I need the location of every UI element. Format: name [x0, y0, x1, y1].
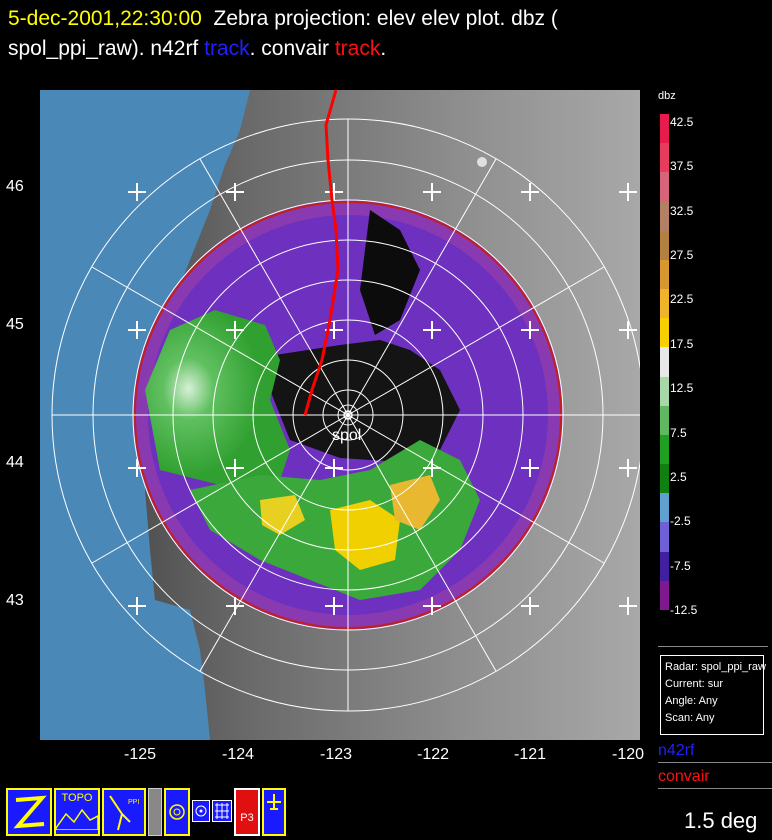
- lon-label-122: -122: [416, 746, 450, 763]
- colorbar-segment: [660, 347, 669, 378]
- title-line-1: 5-dec-2001,22:30:00 Zebra projection: el…: [8, 4, 768, 34]
- colorbar-segment: [660, 551, 669, 582]
- colorbar-segment: [660, 434, 669, 465]
- info-current: Current: sur: [665, 678, 724, 690]
- title-source-text: spol_ppi_raw). n42rf: [8, 37, 205, 60]
- p3-label: P3: [240, 812, 254, 824]
- terrain-peak: [477, 157, 487, 167]
- colorbar-tick-label: -7.5: [670, 558, 691, 573]
- info-angle: Angle: Any: [665, 695, 718, 707]
- colorbar-tick-label: 22.5: [670, 292, 694, 307]
- info-radar: Radar: spol_ppi_raw: [665, 661, 766, 673]
- colorbar-segment: [660, 289, 669, 319]
- colorbar-segment: [660, 259, 669, 290]
- title-timestamp: 5-dec-2001,22:30:00: [8, 7, 202, 30]
- colorbar-segment: [660, 376, 669, 407]
- radar-map-plot[interactable]: spol: [40, 90, 640, 740]
- radar-info-box: Radar: spol_ppi_raw Current: sur Angle: …: [660, 655, 766, 735]
- colorbar-tick-label: -12.5: [670, 603, 698, 617]
- colorbar-tick-label: 27.5: [670, 248, 694, 263]
- lat-label-46: 46: [6, 178, 24, 195]
- colorbar-segment: [660, 172, 669, 203]
- elevation-angle: 1.5 deg: [684, 808, 758, 833]
- p3-aircraft-icon[interactable]: P3: [234, 788, 260, 836]
- colorbar-segment: [660, 143, 669, 173]
- colorbar-tick-label: 42.5: [670, 115, 694, 129]
- soundings-icon[interactable]: [148, 788, 162, 836]
- lon-label-120: -120: [611, 746, 645, 763]
- colorbar-tick-label: 12.5: [670, 381, 694, 396]
- svg-text:PPI: PPI: [128, 799, 139, 806]
- spol-ppi-icon[interactable]: PPI: [102, 788, 146, 836]
- title-projection-text: Zebra projection: elev elev plot. dbz (: [213, 7, 558, 30]
- topo-label: TOPO: [61, 792, 93, 804]
- colorbar-tick-label: 37.5: [670, 159, 694, 174]
- radar-site-label: spol: [332, 427, 361, 444]
- title-end: .: [380, 37, 387, 60]
- title-line-2: spol_ppi_raw). n42rf track. convair trac…: [8, 34, 768, 64]
- lat-label-45: 45: [6, 316, 24, 333]
- plot-title: 5-dec-2001,22:30:00 Zebra projection: el…: [8, 4, 768, 64]
- radar-overlay-icon[interactable]: [164, 788, 190, 836]
- dbz-colorbar: dbz 42.5 37.5 32.5 27.5 22.5 17.5 12.5 7.5 2.5 -2…: [658, 90, 768, 620]
- grid-icon[interactable]: [212, 800, 232, 822]
- colorbar-tick-label: 32.5: [670, 203, 694, 218]
- colorbar-segment: [660, 201, 669, 232]
- colorbar-segment: [660, 405, 669, 436]
- lon-label-121: -121: [513, 746, 547, 763]
- n42rf-track-word: track: [204, 37, 250, 60]
- legend-convair[interactable]: convair: [658, 768, 772, 789]
- radar-site-marker[interactable]: [343, 410, 353, 420]
- colorbar-tick-label: -2.5: [670, 514, 691, 529]
- title-convair-text: . convair: [249, 37, 335, 60]
- azimuth-spokes: [52, 119, 640, 711]
- lon-label-125: -125: [123, 746, 157, 763]
- lon-label-123: -123: [319, 746, 353, 763]
- zebra-logo-icon[interactable]: [6, 788, 52, 836]
- colorbar-unit: dbz: [658, 90, 676, 102]
- colorbar-tick-label: 7.5: [670, 425, 687, 440]
- radar-info-panel: Radar: spol_ppi_raw Current: sur Angle: …: [658, 646, 768, 741]
- colorbar-segment: [660, 114, 669, 144]
- lat-label-44: 44: [6, 454, 24, 471]
- range-ring-icon[interactable]: [192, 800, 210, 822]
- colorbar-segment: [660, 580, 669, 611]
- convair-track-word: track: [334, 37, 381, 60]
- convair-aircraft-icon[interactable]: [262, 788, 286, 836]
- convair-track[interactable]: [303, 90, 340, 416]
- topo-icon[interactable]: TOPO: [54, 788, 100, 836]
- colorbar-segment: [660, 230, 669, 261]
- colorbar-segment: [660, 522, 669, 553]
- colorbar-segment: [660, 493, 669, 523]
- colorbar-segment: [660, 464, 669, 494]
- colorbar-tick-label: 2.5: [670, 469, 687, 484]
- colorbar-tick-label: 17.5: [670, 336, 694, 351]
- legend-n42rf[interactable]: n42rf: [658, 742, 772, 763]
- lat-label-43: 43: [6, 592, 24, 609]
- info-scan: Scan: Any: [665, 712, 715, 724]
- colorbar-segment: [660, 318, 669, 348]
- graticule-markers: [128, 183, 637, 615]
- lon-label-124: -124: [221, 746, 255, 763]
